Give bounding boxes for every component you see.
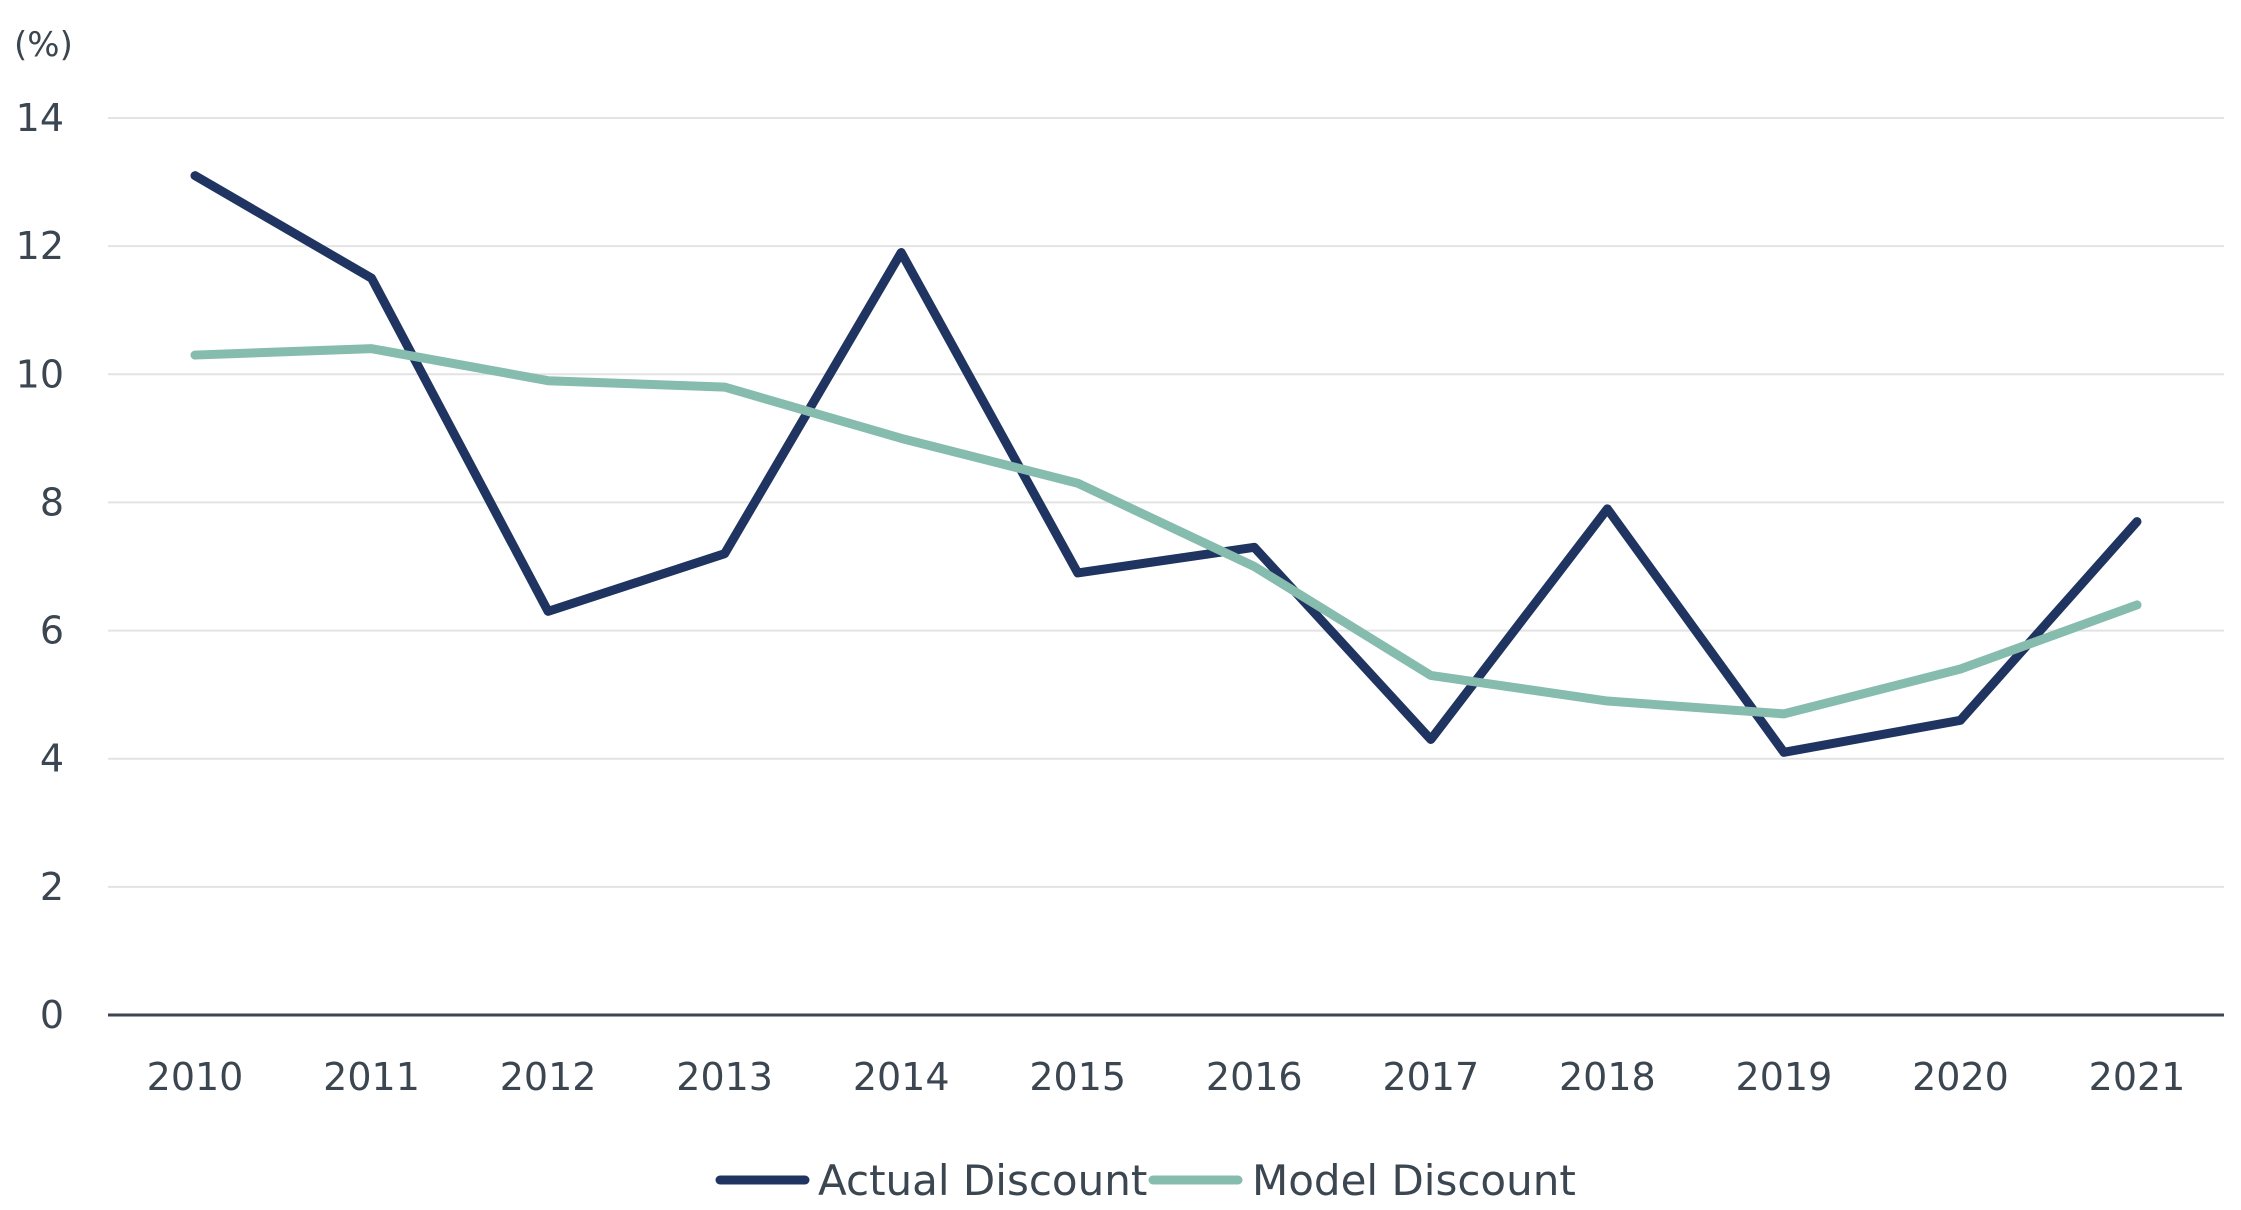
x-tick-label-2013: 2013 xyxy=(676,1055,773,1099)
x-tick-label-2015: 2015 xyxy=(1029,1055,1126,1099)
x-tick-label-2010: 2010 xyxy=(147,1055,244,1099)
x-tick-label-2014: 2014 xyxy=(853,1055,950,1099)
series-line-actual-discount xyxy=(190,171,2142,757)
y-tick-label-0: 0 xyxy=(40,993,64,1037)
x-tick-label-2017: 2017 xyxy=(1382,1055,1479,1099)
x-tick-label-2021: 2021 xyxy=(2089,1055,2186,1099)
x-tick-label-2016: 2016 xyxy=(1206,1055,1303,1099)
x-tick-label-2020: 2020 xyxy=(1912,1055,2009,1099)
y-tick-label-4: 4 xyxy=(40,737,64,781)
y-axis-unit-label: (%) xyxy=(14,25,73,65)
y-tick-label-10: 10 xyxy=(16,352,64,396)
x-tick-label-2018: 2018 xyxy=(1559,1055,1656,1099)
x-axis-tick-labels: 2010 2011 2012 2013 2014 2015 2016 2017 2018 2019… xyxy=(147,1055,2186,1099)
legend-label-model-discount: Model Discount xyxy=(1252,1156,1576,1205)
y-axis-tick-labels: 0 2 4 6 8 10 12 14 xyxy=(16,96,64,1037)
series-line-model-discount xyxy=(190,344,2142,719)
y-tick-label-14: 14 xyxy=(16,96,64,140)
y-tick-label-8: 8 xyxy=(40,480,64,524)
legend: Actual Discount Model Discount xyxy=(715,1156,1576,1205)
y-tick-label-2: 2 xyxy=(40,865,64,909)
x-tick-label-2012: 2012 xyxy=(500,1055,597,1099)
gridlines xyxy=(108,117,2224,888)
y-tick-label-12: 12 xyxy=(16,224,64,268)
legend-label-actual-discount: Actual Discount xyxy=(818,1156,1147,1205)
y-tick-label-6: 6 xyxy=(40,609,64,653)
x-tick-label-2019: 2019 xyxy=(1736,1055,1833,1099)
x-tick-label-2011: 2011 xyxy=(323,1055,420,1099)
series-lines xyxy=(190,171,2142,757)
